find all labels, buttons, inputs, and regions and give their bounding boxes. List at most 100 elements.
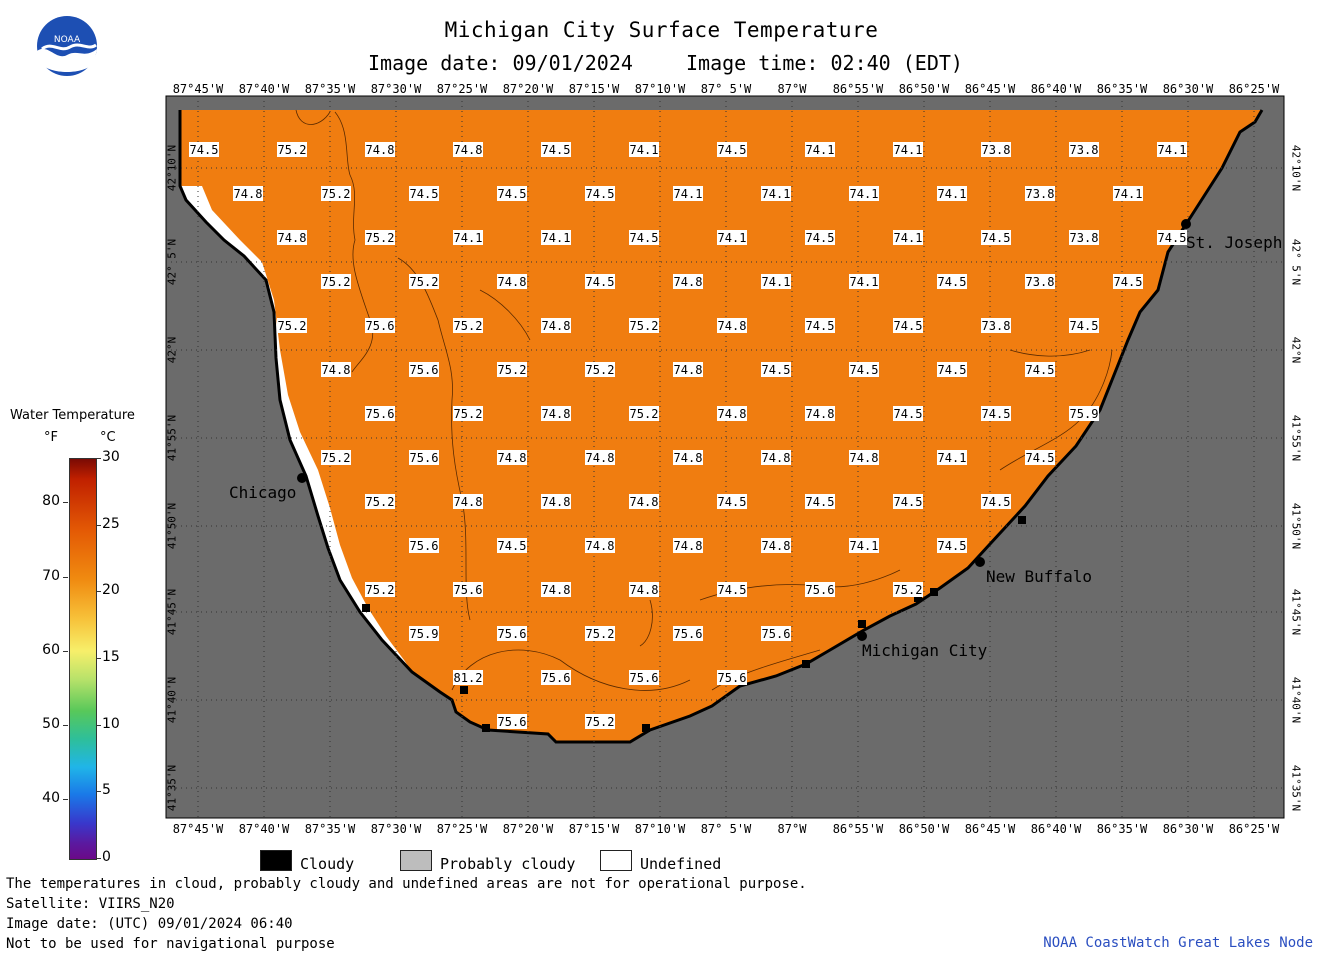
category-swatch	[260, 850, 292, 871]
lon-label-top: 87°15'W	[568, 82, 620, 96]
temperature-label: 74.5	[1025, 450, 1055, 465]
lon-label-bottom: 86°35'W	[1096, 822, 1148, 836]
temperature-label: 74.1	[805, 142, 835, 157]
cloudy-pixel	[802, 660, 810, 668]
isotherm-line	[334, 111, 374, 373]
temperature-value: 75.2	[278, 319, 307, 333]
temperature-label: 74.8	[541, 406, 571, 421]
satellite-info: Satellite: VIIRS_N20	[6, 896, 175, 912]
temperature-value: 74.5	[982, 495, 1011, 509]
temperature-value: 75.2	[366, 231, 395, 245]
temperature-label: 74.5	[497, 186, 527, 201]
temperature-label: 75.6	[761, 626, 791, 641]
temperature-label: 74.5	[981, 406, 1011, 421]
legend-tick-f: 80	[42, 493, 60, 510]
temperature-label: 74.8	[673, 538, 703, 553]
lon-label-bottom: 87°35'W	[304, 822, 356, 836]
temperature-label: 74.5	[937, 362, 967, 377]
lon-label-bottom: 87° 5'W	[700, 822, 752, 836]
disclaimer: The temperatures in cloud, probably clou…	[6, 876, 807, 892]
legend-unit-f: °F	[44, 430, 58, 445]
cloudy-pixel	[1018, 516, 1026, 524]
temperature-value: 74.8	[674, 363, 703, 377]
temperature-label: 74.5	[849, 362, 879, 377]
lon-label-top: 86°40'W	[1030, 82, 1082, 96]
temperature-value: 74.1	[542, 231, 571, 245]
lat-label-right: 41°45'N	[1289, 588, 1303, 636]
city-dot	[975, 557, 985, 567]
temperature-label: 74.5	[805, 494, 835, 509]
temperature-label: 74.1	[849, 274, 879, 289]
temperature-value: 74.5	[1158, 231, 1187, 245]
temperature-label: 74.5	[497, 538, 527, 553]
temperature-label: 74.5	[717, 142, 747, 157]
legend-tick-c: 15	[102, 649, 120, 665]
temperature-value: 75.2	[454, 407, 483, 421]
temperature-label: 73.8	[981, 142, 1011, 157]
temperature-value: 74.8	[542, 583, 571, 597]
temperature-value: 73.8	[1070, 231, 1099, 245]
temperature-value: 75.6	[542, 671, 571, 685]
cloudy-pixel	[914, 594, 922, 602]
temperature-label: 81.2	[453, 670, 483, 685]
temperature-label: 75.2	[409, 274, 439, 289]
temperature-label: 74.1	[453, 230, 483, 245]
temperature-label: 74.1	[717, 230, 747, 245]
temperature-value: 74.5	[718, 143, 747, 157]
temperature-label: 74.1	[849, 538, 879, 553]
temperature-label: 74.1	[849, 186, 879, 201]
legend-tickmark	[96, 791, 101, 793]
temperature-value: 74.5	[938, 363, 967, 377]
credit: NOAA CoastWatch Great Lakes Node	[1043, 935, 1313, 951]
isotherm-line	[451, 649, 691, 691]
temperature-value: 75.2	[410, 275, 439, 289]
temperature-label: 74.5	[937, 274, 967, 289]
legend-tickmark	[63, 724, 68, 726]
temperature-label: 74.8	[497, 450, 527, 465]
temperature-value: 74.1	[762, 187, 791, 201]
lat-label-left: 42°N	[165, 336, 179, 364]
temperature-label: 74.8	[629, 494, 659, 509]
temperature-value: 75.6	[498, 627, 527, 641]
lon-label-top: 87°20'W	[502, 82, 554, 96]
lat-label-right: 42°N	[1289, 336, 1303, 364]
temperature-value: 81.2	[454, 671, 483, 685]
temperature-label: 74.5	[981, 230, 1011, 245]
temperature-label: 75.6	[409, 450, 439, 465]
temperature-label: 74.5	[189, 142, 219, 157]
temperature-label: 73.8	[1069, 142, 1099, 157]
temperature-value: 74.8	[674, 275, 703, 289]
temperature-value: 74.8	[674, 539, 703, 553]
temperature-value: 74.8	[850, 451, 879, 465]
temperature-value: 74.1	[938, 187, 967, 201]
city-label: Chicago	[229, 483, 296, 502]
temperature-label: 75.6	[673, 626, 703, 641]
temperature-label: 74.8	[233, 186, 263, 201]
lat-label-left: 41°45'N	[165, 588, 179, 636]
temperature-value: 74.8	[674, 451, 703, 465]
lat-label-right: 42° 5'N	[1289, 238, 1303, 286]
temperature-label: 74.8	[717, 318, 747, 333]
temperature-value: 74.1	[630, 143, 659, 157]
temperature-value: 74.5	[1026, 451, 1055, 465]
temperature-label: 75.6	[629, 670, 659, 685]
temperature-value: 75.6	[718, 671, 747, 685]
temperature-value: 74.1	[806, 143, 835, 157]
lat-label-left: 41°35'N	[165, 764, 179, 812]
utc-date: Image date: (UTC) 09/01/2024 06:40	[6, 916, 293, 932]
temperature-label: 74.8	[321, 362, 351, 377]
temperature-value: 75.2	[586, 627, 615, 641]
temperature-label: 75.6	[541, 670, 571, 685]
temperature-value: 74.8	[586, 539, 615, 553]
temperature-label: 75.2	[365, 582, 395, 597]
cloudy-pixel	[460, 686, 468, 694]
temperature-value: 75.2	[366, 583, 395, 597]
temperature-value: 74.5	[894, 407, 923, 421]
temperature-value: 75.6	[410, 539, 439, 553]
temperature-value: 74.1	[894, 231, 923, 245]
temperature-label: 74.5	[893, 318, 923, 333]
temperature-label: 74.1	[937, 450, 967, 465]
logo-text: NOAA	[54, 35, 81, 45]
temperature-label: 74.8	[673, 274, 703, 289]
temperature-label: 74.5	[1113, 274, 1143, 289]
